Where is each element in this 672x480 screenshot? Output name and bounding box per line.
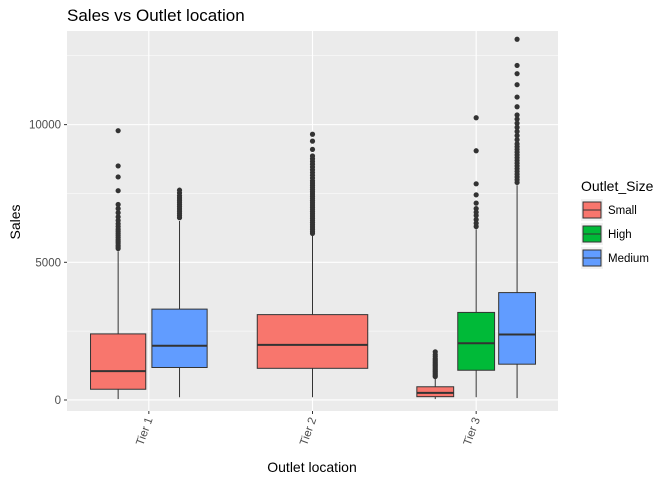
y-tick-label: 5000: [35, 257, 61, 269]
box-tier-3-medium: [498, 36, 536, 399]
box-tier-3-small: [416, 349, 455, 400]
outlier-point: [432, 349, 438, 355]
box-tier-1-medium: [151, 187, 208, 398]
box-tier-3-high: [457, 115, 496, 398]
box-tier-1-small: [90, 128, 147, 400]
outlier-point: [115, 217, 121, 224]
outlier-point: [514, 62, 520, 69]
outlier-point: [514, 124, 520, 130]
legend-item-small: Small: [581, 199, 637, 221]
outlier-point: [115, 163, 121, 169]
iqr-box: [498, 292, 536, 365]
iqr-box: [256, 314, 369, 369]
outlier-point: [115, 174, 121, 180]
outlier-point: [514, 71, 520, 77]
outlier-point: [514, 141, 520, 147]
outlier-point: [473, 217, 479, 223]
outlier-point: [514, 137, 520, 143]
outlier-point: [514, 112, 520, 118]
y-axis-title: Sales: [7, 204, 23, 239]
x-tick-label: Tier 1: [134, 416, 155, 447]
box-tier-2-small: [256, 131, 369, 398]
iqr-box: [416, 386, 455, 398]
outlier-point: [115, 201, 121, 208]
outlier-point: [514, 128, 520, 135]
outlier-point: [473, 200, 479, 206]
x-axis: Tier 1 Tier 2 Tier 3: [134, 411, 483, 447]
outlier-point: [473, 220, 479, 226]
outlier-point: [309, 146, 316, 153]
outlier-point: [309, 153, 316, 159]
outlier-point: [309, 138, 316, 144]
y-tick-label: 0: [55, 395, 61, 407]
outlier-point: [115, 214, 121, 220]
outlier-point: [115, 206, 121, 212]
y-axis: 0 5000 10000: [29, 120, 67, 407]
x-tick-label: Tier 2: [298, 416, 319, 447]
legend-item-high: High: [581, 223, 632, 245]
iqr-box: [457, 311, 496, 371]
legend-label: Medium: [608, 253, 649, 265]
x-axis-title: Outlet location: [267, 459, 357, 475]
outlier-point: [473, 148, 479, 154]
iqr-box: [90, 333, 147, 390]
outlier-point: [514, 116, 520, 122]
outlier-point: [309, 131, 316, 137]
outlier-point: [115, 210, 121, 216]
outlier-point: [514, 120, 520, 126]
outlier-point: [514, 36, 520, 42]
outlier-point: [176, 187, 183, 193]
outlier-point: [514, 94, 520, 100]
outlier-point: [514, 82, 520, 88]
chart-title: Sales vs Outlet location: [67, 6, 245, 25]
legend-label: High: [608, 229, 632, 241]
outlier-point: [514, 133, 520, 139]
outlier-point: [115, 188, 121, 194]
y-tick-label: 10000: [29, 120, 61, 132]
outlier-point: [473, 209, 479, 215]
outlier-point: [473, 192, 479, 198]
legend: Outlet_Size Small High Medium: [581, 178, 654, 269]
legend-item-medium: Medium: [581, 247, 649, 269]
legend-title: Outlet_Size: [581, 178, 654, 194]
outlier-point: [473, 115, 479, 121]
outlier-point: [115, 128, 121, 134]
x-tick-label: Tier 3: [462, 416, 483, 447]
box-series: [90, 36, 536, 400]
iqr-box: [151, 308, 208, 368]
legend-label: Small: [608, 205, 637, 217]
outlier-point: [514, 104, 520, 110]
outlier-point: [473, 206, 479, 212]
outlier-point: [473, 181, 479, 187]
